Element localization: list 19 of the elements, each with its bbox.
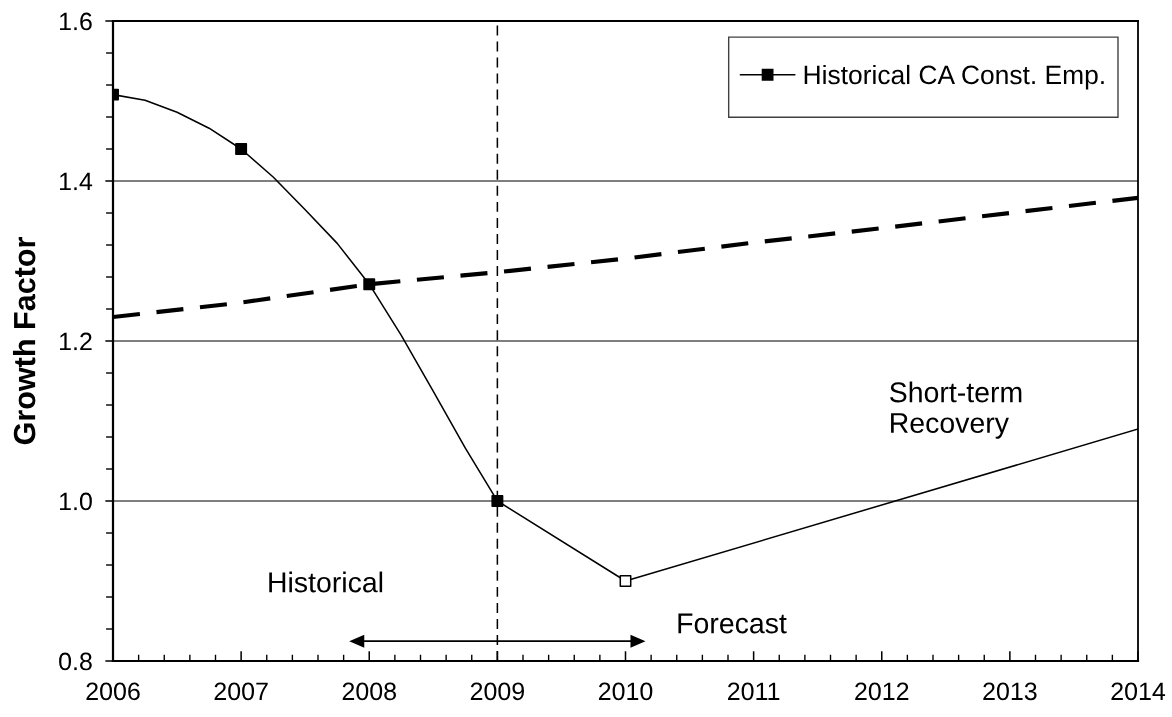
x-tick-label: 2009 <box>470 682 524 701</box>
x-tick-label: 2007 <box>214 682 268 701</box>
x-tick-label: 2013 <box>983 682 1037 701</box>
annotation: Short-term Recovery <box>890 381 1022 439</box>
y-tick-label: 1.6 <box>60 12 92 31</box>
x-tick-label: 2014 <box>1111 682 1166 701</box>
x-tick-label: 2012 <box>855 682 909 701</box>
annotation: Historical <box>269 571 383 593</box>
y-tick-label: 0.8 <box>59 652 92 671</box>
y-tick-label: 1.4 <box>60 172 93 191</box>
x-tick-label: 2010 <box>598 682 653 701</box>
x-tick-label: 2008 <box>342 682 396 701</box>
legend-label: Historical CA Const. Emp. <box>804 64 1104 90</box>
x-tick-label: 2011 <box>728 682 780 701</box>
y-tick-label: 1.2 <box>60 332 92 351</box>
annotation: Forecast <box>678 613 787 634</box>
x-tick-label: 2006 <box>86 682 140 701</box>
y-axis-title: Growth Factor <box>12 237 36 445</box>
y-tick-label: 1.0 <box>60 492 92 511</box>
